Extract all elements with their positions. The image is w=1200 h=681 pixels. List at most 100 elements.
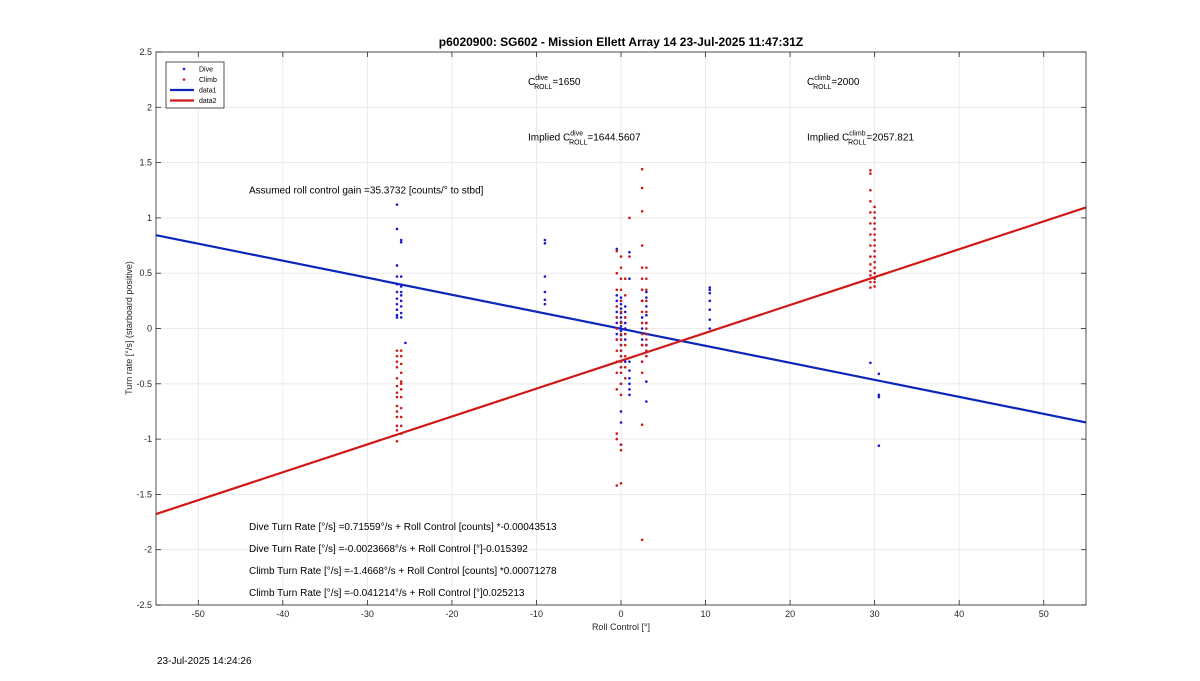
point-climb — [640, 186, 644, 190]
point-climb — [615, 249, 619, 253]
y-tick-label: 2 — [147, 102, 152, 112]
x-tick-label: -10 — [530, 609, 543, 619]
point-dive — [628, 277, 631, 281]
x-tick-label: -40 — [276, 609, 289, 619]
point-dive — [708, 318, 712, 321]
point-climb — [640, 266, 644, 269]
point-climb — [645, 299, 648, 303]
point-climb — [645, 288, 648, 292]
point-dive — [395, 313, 399, 317]
point-dive — [645, 290, 648, 294]
legend-marker — [182, 78, 186, 81]
point-dive — [543, 242, 547, 245]
y-tick-label: 1.5 — [139, 158, 152, 168]
x-axis-label: Roll Control [°] — [592, 622, 650, 632]
point-climb — [395, 440, 399, 443]
point-dive — [399, 240, 403, 244]
point-climb — [619, 371, 623, 375]
point-dive — [645, 380, 648, 383]
point-dive — [395, 290, 399, 294]
point-climb — [619, 277, 623, 281]
point-dive — [619, 316, 623, 319]
annotation: Cdive ROLL=1650 — [528, 75, 581, 91]
point-dive — [640, 338, 644, 341]
x-tick-label: 10 — [701, 609, 711, 619]
point-climb — [619, 266, 623, 269]
chart-title: p6020900: SG602 - Mission Ellett Array 1… — [439, 35, 803, 49]
point-dive — [399, 294, 403, 297]
point-dive — [628, 382, 631, 386]
y-tick-label: -1 — [144, 434, 152, 444]
point-climb — [640, 371, 644, 375]
point-climb — [869, 172, 872, 175]
point-climb — [399, 354, 403, 358]
point-dive — [623, 327, 627, 330]
legend-marker — [182, 67, 186, 71]
point-dive — [628, 369, 631, 372]
point-dive — [399, 285, 403, 288]
point-climb — [619, 321, 623, 325]
annotation: Implied Cclimb ROLL=2057.821 — [807, 130, 914, 146]
point-climb — [623, 343, 627, 347]
point-climb — [619, 382, 623, 386]
point-dive — [615, 299, 619, 303]
point-dive — [645, 296, 648, 299]
point-climb — [615, 316, 619, 319]
point-dive — [615, 321, 619, 325]
point-climb — [619, 332, 623, 336]
point-climb — [628, 255, 631, 258]
point-climb — [395, 424, 399, 428]
point-climb — [615, 432, 619, 435]
point-climb — [395, 354, 399, 358]
y-tick-label: 0.5 — [139, 268, 152, 278]
point-climb — [640, 277, 644, 281]
x-tick-label: 30 — [870, 609, 880, 619]
point-dive — [543, 298, 547, 302]
annotation: Implied Cdive ROLL=1644.5607 — [528, 130, 641, 146]
point-climb — [640, 321, 644, 325]
point-climb — [615, 484, 619, 487]
point-climb — [640, 360, 644, 363]
point-climb — [869, 263, 872, 266]
point-climb — [645, 349, 648, 352]
point-dive — [404, 341, 407, 345]
point-climb — [645, 332, 648, 336]
point-dive — [395, 203, 399, 206]
point-dive — [869, 361, 872, 365]
point-climb — [873, 222, 876, 225]
point-dive — [395, 282, 399, 286]
point-dive — [708, 288, 712, 292]
annotation: Dive Turn Rate [°/s] =0.71559°/s + Roll … — [249, 522, 557, 533]
point-climb — [873, 280, 876, 284]
point-climb — [869, 233, 872, 236]
point-climb — [395, 360, 399, 363]
point-climb — [399, 395, 403, 399]
point-climb — [873, 233, 876, 236]
point-climb — [873, 249, 876, 253]
point-climb — [869, 269, 872, 273]
point-climb — [869, 169, 872, 172]
scatter-points — [395, 167, 881, 542]
point-dive — [708, 308, 712, 311]
point-dive — [395, 227, 399, 231]
point-dive — [619, 421, 623, 424]
point-dive — [395, 308, 399, 311]
point-climb — [640, 209, 644, 213]
point-climb — [399, 382, 403, 386]
point-dive — [628, 388, 631, 391]
point-climb — [399, 432, 403, 435]
point-climb — [645, 343, 648, 347]
point-dive — [395, 316, 399, 319]
point-dive — [399, 305, 403, 308]
point-climb — [615, 305, 619, 308]
point-climb — [640, 167, 644, 171]
point-climb — [873, 260, 876, 264]
point-dive — [628, 250, 631, 254]
annotation: Climb Turn Rate [°/s] =-1.4668°/s + Roll… — [249, 566, 557, 577]
point-dive — [615, 247, 619, 251]
point-climb — [615, 360, 619, 363]
point-climb — [619, 349, 623, 352]
point-climb — [615, 349, 619, 352]
point-climb — [645, 310, 648, 314]
point-dive — [708, 291, 712, 295]
